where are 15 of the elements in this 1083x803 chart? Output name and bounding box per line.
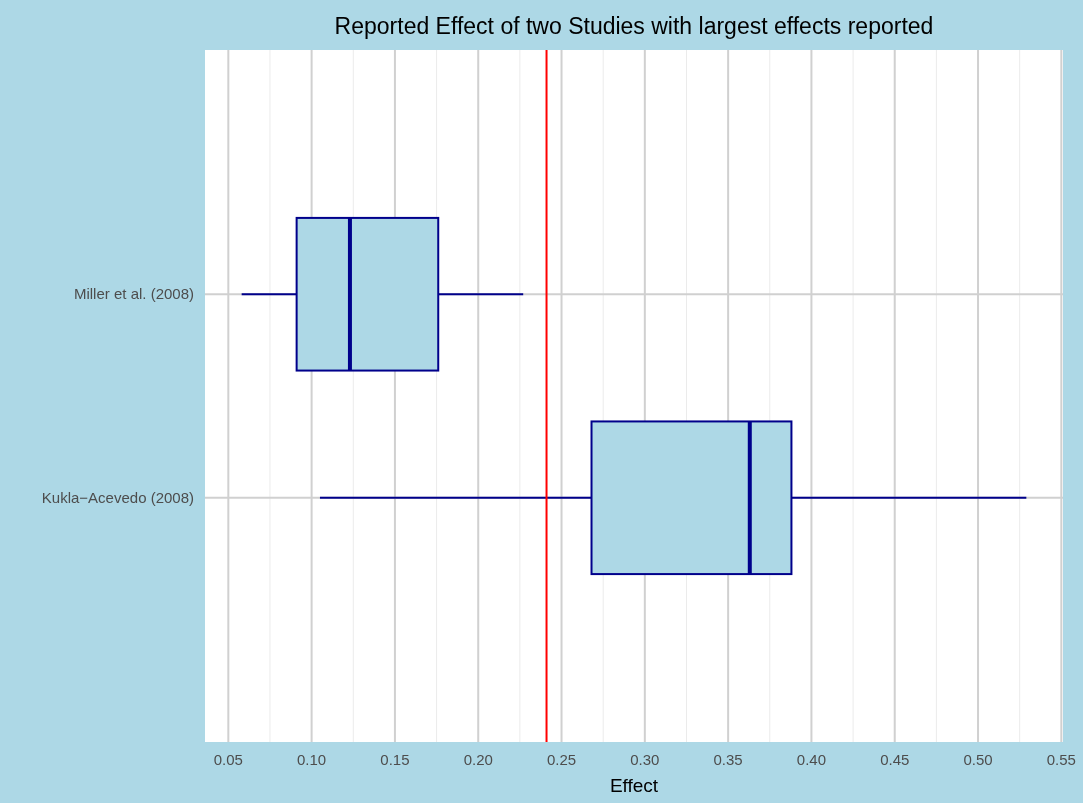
chart-title: Reported Effect of two Studies with largest effects reported [334,13,934,39]
y-tick-label: Miller et al. (2008) [73,285,194,303]
x-tick-label: 0.25 [546,751,577,768]
x-tick-label: 0.55 [1046,751,1076,768]
x-tick-label: 0.45 [880,751,910,768]
x-tick-label: 0.20 [463,751,493,768]
x-tick-label: 0.10 [297,751,327,768]
x-tick-label: 0.15 [380,751,410,768]
x-tick-label: 0.40 [796,751,827,768]
y-tick-label: Kukla−Acevedo (2008) [41,488,194,506]
x-tick-label: 0.35 [713,751,743,768]
x-axis-title: Effect [609,775,659,796]
x-tick-label: 0.05 [213,751,243,768]
x-tick-label: 0.30 [630,751,660,768]
x-tick-label: 0.50 [963,751,993,768]
